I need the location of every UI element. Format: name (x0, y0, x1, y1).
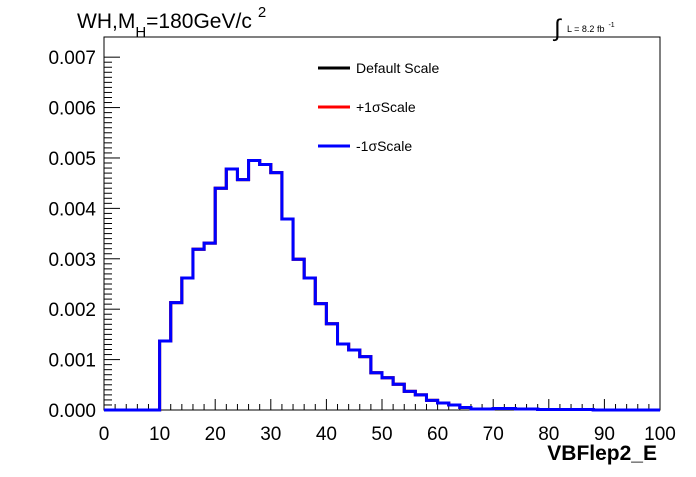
x-axis-label: VBFlep2_E (547, 442, 657, 465)
y-tick-label: 0.005 (48, 149, 96, 170)
x-tick-label: 100 (644, 424, 676, 445)
chart-title: WH,MH=180GeV/c 2 (77, 4, 266, 41)
plot-frame (103, 36, 661, 411)
y-tick-label: 0.003 (48, 250, 96, 271)
x-tick-label: 10 (149, 424, 170, 445)
legend-label: +1σScale (356, 99, 416, 115)
y-tick-label: 0.000 (48, 401, 96, 422)
x-tick-label: 20 (205, 424, 226, 445)
legend: Default Scale +1σScale -1σScale (318, 60, 439, 154)
y-tick-label: 0.004 (48, 199, 96, 220)
integral-symbol: ∫ (552, 15, 562, 42)
series-line-3 (104, 158, 660, 412)
x-axis: 0 10 20 30 40 50 60 70 80 90 100 (99, 399, 676, 445)
x-tick-label: 40 (316, 424, 337, 445)
title-subscript: H (135, 24, 146, 41)
x-tick-label: 90 (594, 424, 615, 445)
luminosity-text: L = 8.2 fb -1 (567, 22, 615, 34)
legend-label: -1σScale (356, 138, 412, 154)
y-tick-label: 0.002 (48, 300, 96, 321)
luminosity-superscript: -1 (608, 22, 614, 29)
x-tick-label: 0 (99, 424, 110, 445)
x-tick-label: 80 (538, 424, 559, 445)
luminosity-label: ∫ L = 8.2 fb -1 (552, 15, 615, 42)
x-tick-label: 30 (260, 424, 281, 445)
legend-label: Default Scale (356, 60, 439, 76)
x-tick-label: 70 (483, 424, 504, 445)
series-layer (104, 158, 660, 412)
y-tick-label: 0.006 (48, 99, 96, 120)
x-tick-label: 50 (371, 424, 392, 445)
y-axis: 0.000 0.001 0.002 0.003 0.004 0.005 0.006 0.007 (48, 48, 120, 422)
x-tick-label: 60 (427, 424, 448, 445)
y-tick-label: 0.007 (48, 48, 96, 69)
title-superscript: 2 (258, 4, 266, 21)
y-tick-label: 0.001 (48, 351, 96, 372)
